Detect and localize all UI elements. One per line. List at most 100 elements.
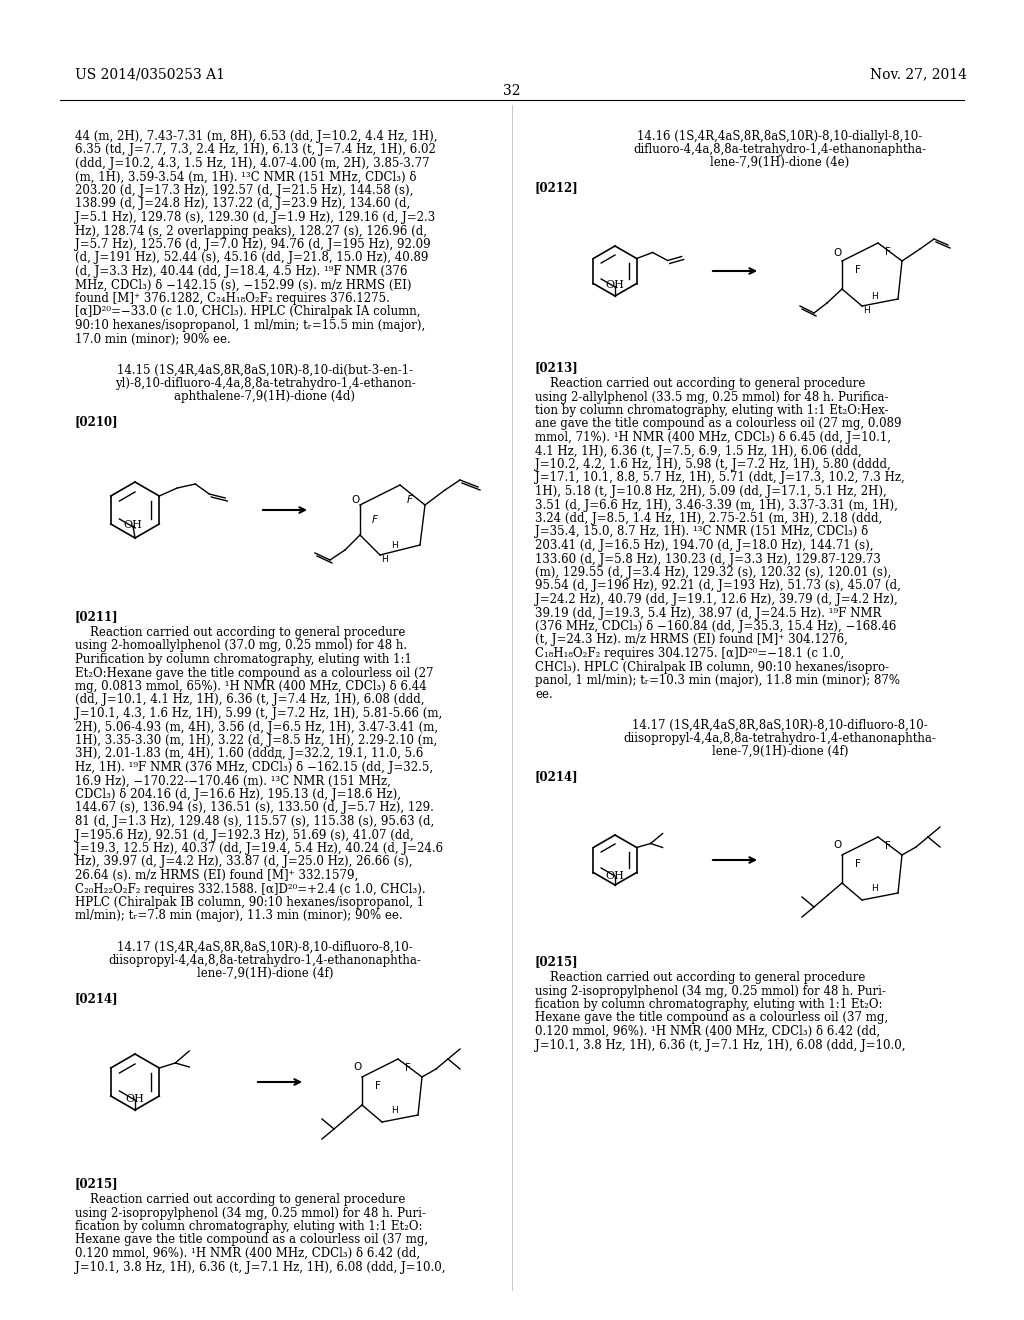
Text: [0212]: [0212] [535, 181, 579, 194]
Text: OH: OH [605, 280, 625, 290]
Text: 1H), 5.18 (t, J=10.8 Hz, 2H), 5.09 (dd, J=17.1, 5.1 Hz, 2H),: 1H), 5.18 (t, J=10.8 Hz, 2H), 5.09 (dd, … [535, 484, 887, 498]
Text: Hz), 39.97 (d, J=4.2 Hz), 33.87 (d, J=25.0 Hz), 26.66 (s),: Hz), 39.97 (d, J=4.2 Hz), 33.87 (d, J=25… [75, 855, 413, 869]
Text: (dd, J=10.1, 4.1 Hz, 1H), 6.36 (t, J=7.4 Hz, 1H), 6.08 (ddd,: (dd, J=10.1, 4.1 Hz, 1H), 6.36 (t, J=7.4… [75, 693, 425, 706]
Text: Reaction carried out according to general procedure: Reaction carried out according to genera… [535, 972, 865, 983]
Text: 90:10 hexanes/isopropanol, 1 ml/min; tᵣ=15.5 min (major),: 90:10 hexanes/isopropanol, 1 ml/min; tᵣ=… [75, 319, 425, 333]
Text: 0.120 mmol, 96%). ¹H NMR (400 MHz, CDCl₃) δ 6.42 (dd,: 0.120 mmol, 96%). ¹H NMR (400 MHz, CDCl₃… [75, 1247, 420, 1261]
Text: [0215]: [0215] [535, 954, 579, 968]
Text: 44 (m, 2H), 7.43-7.31 (m, 8H), 6.53 (dd, J=10.2, 4.4 Hz, 1H),: 44 (m, 2H), 7.43-7.31 (m, 8H), 6.53 (dd,… [75, 129, 437, 143]
Text: F: F [855, 265, 861, 275]
Text: (ddd, J=10.2, 4.3, 1.5 Hz, 1H), 4.07-4.00 (m, 2H), 3.85-3.77: (ddd, J=10.2, 4.3, 1.5 Hz, 1H), 4.07-4.0… [75, 157, 430, 170]
Text: J=10.2, 4.2, 1.6 Hz, 1H), 5.98 (t, J=7.2 Hz, 1H), 5.80 (dddd,: J=10.2, 4.2, 1.6 Hz, 1H), 5.98 (t, J=7.2… [535, 458, 891, 471]
Text: using 2-homoallylphenol (37.0 mg, 0.25 mmol) for 48 h.: using 2-homoallylphenol (37.0 mg, 0.25 m… [75, 639, 408, 652]
Text: F: F [375, 1081, 381, 1092]
Text: (d, J=191 Hz), 52.44 (s), 45.16 (dd, J=21.8, 15.0 Hz), 40.89: (d, J=191 Hz), 52.44 (s), 45.16 (dd, J=2… [75, 252, 428, 264]
Text: F: F [885, 841, 891, 851]
Text: OH: OH [124, 520, 142, 531]
Text: J=19.3, 12.5 Hz), 40.37 (dd, J=19.4, 5.4 Hz), 40.24 (d, J=24.6: J=19.3, 12.5 Hz), 40.37 (dd, J=19.4, 5.4… [75, 842, 443, 855]
Text: 3.51 (d, J=6.6 Hz, 1H), 3.46-3.39 (m, 1H), 3.37-3.31 (m, 1H),: 3.51 (d, J=6.6 Hz, 1H), 3.46-3.39 (m, 1H… [535, 499, 898, 511]
Text: 16.9 Hz), −170.22-−170.46 (m). ¹³C NMR (151 MHz,: 16.9 Hz), −170.22-−170.46 (m). ¹³C NMR (… [75, 775, 391, 788]
Text: Reaction carried out according to general procedure: Reaction carried out according to genera… [535, 378, 865, 389]
Text: Hz), 128.74 (s, 2 overlapping peaks), 128.27 (s), 126.96 (d,: Hz), 128.74 (s, 2 overlapping peaks), 12… [75, 224, 427, 238]
Text: H: H [870, 884, 878, 894]
Text: 1H), 3.35-3.30 (m, 1H), 3.22 (d, J=8.5 Hz, 1H), 2.29-2.10 (m,: 1H), 3.35-3.30 (m, 1H), 3.22 (d, J=8.5 H… [75, 734, 437, 747]
Text: J=5.1 Hz), 129.78 (s), 129.30 (d, J=1.9 Hz), 129.16 (d, J=2.3: J=5.1 Hz), 129.78 (s), 129.30 (d, J=1.9 … [75, 211, 435, 224]
Text: F: F [407, 495, 413, 506]
Text: Reaction carried out according to general procedure: Reaction carried out according to genera… [75, 1193, 406, 1206]
Text: (376 MHz, CDCl₃) δ −160.84 (dd, J=35.3, 15.4 Hz), −168.46: (376 MHz, CDCl₃) δ −160.84 (dd, J=35.3, … [535, 620, 896, 634]
Text: J=17.1, 10.1, 8.8, 5.7 Hz, 1H), 5.71 (ddt, J=17.3, 10.2, 7.3 Hz,: J=17.1, 10.1, 8.8, 5.7 Hz, 1H), 5.71 (dd… [535, 471, 905, 484]
Text: lene-7,9(1H)-dione (4e): lene-7,9(1H)-dione (4e) [711, 156, 850, 169]
Text: F: F [372, 515, 378, 525]
Text: J=35.4, 15.0, 8.7 Hz, 1H). ¹³C NMR (151 MHz, CDCl₃) δ: J=35.4, 15.0, 8.7 Hz, 1H). ¹³C NMR (151 … [535, 525, 868, 539]
Text: Hexane gave the title compound as a colourless oil (37 mg,: Hexane gave the title compound as a colo… [75, 1233, 428, 1246]
Text: H: H [382, 556, 388, 565]
Text: 14.17 (1S,4R,4aS,8R,8aS,10R)-8,10-difluoro-8,10-: 14.17 (1S,4R,4aS,8R,8aS,10R)-8,10-difluo… [632, 719, 928, 733]
Text: 203.41 (d, J=16.5 Hz), 194.70 (d, J=18.0 Hz), 144.71 (s),: 203.41 (d, J=16.5 Hz), 194.70 (d, J=18.0… [535, 539, 873, 552]
Text: panol, 1 ml/min); tᵣ=10.3 min (major), 11.8 min (minor); 87%: panol, 1 ml/min); tᵣ=10.3 min (major), 1… [535, 675, 900, 686]
Text: ee.: ee. [535, 688, 553, 701]
Text: diisopropyl-4,4a,8,8a-tetrahydro-1,4-ethanonaphtha-: diisopropyl-4,4a,8,8a-tetrahydro-1,4-eth… [109, 954, 422, 968]
Text: 81 (d, J=1.3 Hz), 129.48 (s), 115.57 (s), 115.38 (s), 95.63 (d,: 81 (d, J=1.3 Hz), 129.48 (s), 115.57 (s)… [75, 814, 434, 828]
Text: tion by column chromatography, eluting with 1:1 Et₂O:Hex-: tion by column chromatography, eluting w… [535, 404, 889, 417]
Text: O: O [351, 495, 359, 506]
Text: (m, 1H), 3.59-3.54 (m, 1H). ¹³C NMR (151 MHz, CDCl₃) δ: (m, 1H), 3.59-3.54 (m, 1H). ¹³C NMR (151… [75, 170, 417, 183]
Text: 14.16 (1S,4R,4aS,8R,8aS,10R)-8,10-diallyl-8,10-: 14.16 (1S,4R,4aS,8R,8aS,10R)-8,10-dially… [637, 129, 923, 143]
Text: 14.15 (1S,4R,4aS,8R,8aS,10R)-8,10-di(but-3-en-1-: 14.15 (1S,4R,4aS,8R,8aS,10R)-8,10-di(but… [117, 364, 413, 378]
Text: [0210]: [0210] [75, 414, 119, 428]
Text: H: H [870, 292, 878, 301]
Text: [0211]: [0211] [75, 610, 119, 623]
Text: found [M]⁺ 376.1282, C₂₄H₁₈O₂F₂ requires 376.1275.: found [M]⁺ 376.1282, C₂₄H₁₈O₂F₂ requires… [75, 292, 390, 305]
Text: [0215]: [0215] [75, 1177, 119, 1191]
Text: H: H [390, 1106, 397, 1115]
Text: 26.64 (s). m/z HRMS (EI) found [M]⁺ 332.1579,: 26.64 (s). m/z HRMS (EI) found [M]⁺ 332.… [75, 869, 358, 882]
Text: F: F [855, 859, 861, 869]
Text: 6.35 (td, J=7.7, 7.3, 2.4 Hz, 1H), 6.13 (t, J=7.4 Hz, 1H), 6.02: 6.35 (td, J=7.7, 7.3, 2.4 Hz, 1H), 6.13 … [75, 144, 436, 157]
Text: Hexane gave the title compound as a colourless oil (37 mg,: Hexane gave the title compound as a colo… [535, 1011, 888, 1024]
Text: (t, J=24.3 Hz). m/z HRMS (EI) found [M]⁺ 304.1276,: (t, J=24.3 Hz). m/z HRMS (EI) found [M]⁺… [535, 634, 848, 647]
Text: using 2-allylphenol (33.5 mg, 0.25 mmol) for 48 h. Purifica-: using 2-allylphenol (33.5 mg, 0.25 mmol)… [535, 391, 889, 404]
Text: MHz, CDCl₃) δ −142.15 (s), −152.99 (s). m/z HRMS (EI): MHz, CDCl₃) δ −142.15 (s), −152.99 (s). … [75, 279, 412, 292]
Text: J=10.1, 3.8 Hz, 1H), 6.36 (t, J=7.1 Hz, 1H), 6.08 (ddd, J=10.0,: J=10.1, 3.8 Hz, 1H), 6.36 (t, J=7.1 Hz, … [75, 1261, 445, 1274]
Text: (m), 129.55 (d, J=3.4 Hz), 129.32 (s), 120.32 (s), 120.01 (s),: (m), 129.55 (d, J=3.4 Hz), 129.32 (s), 1… [535, 566, 891, 579]
Text: HPLC (Chiralpak IB column, 90:10 hexanes/isopropanol, 1: HPLC (Chiralpak IB column, 90:10 hexanes… [75, 896, 424, 909]
Text: [α]D²⁰=−33.0 (c 1.0, CHCl₃). HPLC (Chiralpak IA column,: [α]D²⁰=−33.0 (c 1.0, CHCl₃). HPLC (Chira… [75, 305, 421, 318]
Text: CHCl₃). HPLC (Chiralpak IB column, 90:10 hexanes/isopro-: CHCl₃). HPLC (Chiralpak IB column, 90:10… [535, 660, 889, 673]
Text: C₂₀H₂₂O₂F₂ requires 332.1588. [α]D²⁰=+2.4 (c 1.0, CHCl₃).: C₂₀H₂₂O₂F₂ requires 332.1588. [α]D²⁰=+2.… [75, 883, 426, 895]
Text: J=10.1, 3.8 Hz, 1H), 6.36 (t, J=7.1 Hz, 1H), 6.08 (ddd, J=10.0,: J=10.1, 3.8 Hz, 1H), 6.36 (t, J=7.1 Hz, … [535, 1039, 905, 1052]
Text: aphthalene-7,9(1H)-dione (4d): aphthalene-7,9(1H)-dione (4d) [174, 389, 355, 403]
Text: 32: 32 [503, 84, 521, 98]
Text: using 2-isopropylphenol (34 mg, 0.25 mmol) for 48 h. Puri-: using 2-isopropylphenol (34 mg, 0.25 mmo… [75, 1206, 426, 1220]
Text: [0214]: [0214] [75, 993, 119, 1005]
Text: [0214]: [0214] [535, 770, 579, 783]
Text: O: O [833, 248, 841, 257]
Text: C₁₈H₁₈O₂F₂ requires 304.1275. [α]D²⁰=−18.1 (c 1.0,: C₁₈H₁₈O₂F₂ requires 304.1275. [α]D²⁰=−18… [535, 647, 844, 660]
Text: difluoro-4,4a,8,8a-tetrahydro-1,4-ethanonaphtha-: difluoro-4,4a,8,8a-tetrahydro-1,4-ethano… [634, 143, 927, 156]
Text: lene-7,9(1H)-dione (4f): lene-7,9(1H)-dione (4f) [712, 744, 848, 758]
Text: Hz, 1H). ¹⁹F NMR (376 MHz, CDCl₃) δ −162.15 (dd, J=32.5,: Hz, 1H). ¹⁹F NMR (376 MHz, CDCl₃) δ −162… [75, 762, 433, 774]
Text: mg, 0.0813 mmol, 65%). ¹H NMR (400 MHz, CDCl₃) δ 6.44: mg, 0.0813 mmol, 65%). ¹H NMR (400 MHz, … [75, 680, 427, 693]
Text: J=24.2 Hz), 40.79 (dd, J=19.1, 12.6 Hz), 39.79 (d, J=4.2 Hz),: J=24.2 Hz), 40.79 (dd, J=19.1, 12.6 Hz),… [535, 593, 898, 606]
Text: 144.67 (s), 136.94 (s), 136.51 (s), 133.50 (d, J=5.7 Hz), 129.: 144.67 (s), 136.94 (s), 136.51 (s), 133.… [75, 801, 434, 814]
Text: O: O [833, 840, 841, 850]
Text: F: F [406, 1063, 411, 1073]
Text: J=5.7 Hz), 125.76 (d, J=7.0 Hz), 94.76 (d, J=195 Hz), 92.09: J=5.7 Hz), 125.76 (d, J=7.0 Hz), 94.76 (… [75, 238, 431, 251]
Text: diisopropyl-4,4a,8,8a-tetrahydro-1,4-ethanonaphtha-: diisopropyl-4,4a,8,8a-tetrahydro-1,4-eth… [624, 733, 936, 744]
Text: (d, J=3.3 Hz), 40.44 (dd, J=18.4, 4.5 Hz). ¹⁹F NMR (376: (d, J=3.3 Hz), 40.44 (dd, J=18.4, 4.5 Hz… [75, 265, 408, 279]
Text: fication by column chromatography, eluting with 1:1 Et₂O:: fication by column chromatography, eluti… [75, 1220, 423, 1233]
Text: 3.24 (dd, J=8.5, 1.4 Hz, 1H), 2.75-2.51 (m, 3H), 2.18 (ddd,: 3.24 (dd, J=8.5, 1.4 Hz, 1H), 2.75-2.51 … [535, 512, 883, 525]
Text: using 2-isopropylphenol (34 mg, 0.25 mmol) for 48 h. Puri-: using 2-isopropylphenol (34 mg, 0.25 mmo… [535, 985, 886, 998]
Text: mmol, 71%). ¹H NMR (400 MHz, CDCl₃) δ 6.45 (dd, J=10.1,: mmol, 71%). ¹H NMR (400 MHz, CDCl₃) δ 6.… [535, 432, 891, 444]
Text: 133.60 (d, J=5.8 Hz), 130.23 (d, J=3.3 Hz), 129.87-129.73: 133.60 (d, J=5.8 Hz), 130.23 (d, J=3.3 H… [535, 553, 881, 565]
Text: Nov. 27, 2014: Nov. 27, 2014 [870, 67, 967, 81]
Text: 3H), 2.01-1.83 (m, 4H), 1.60 (dddд, J=32.2, 19.1, 11.0, 5.6: 3H), 2.01-1.83 (m, 4H), 1.60 (dddд, J=32… [75, 747, 423, 760]
Text: Reaction carried out according to general procedure: Reaction carried out according to genera… [75, 626, 406, 639]
Text: 0.120 mmol, 96%). ¹H NMR (400 MHz, CDCl₃) δ 6.42 (dd,: 0.120 mmol, 96%). ¹H NMR (400 MHz, CDCl₃… [535, 1026, 880, 1038]
Text: O: O [353, 1063, 361, 1072]
Text: lene-7,9(1H)-dione (4f): lene-7,9(1H)-dione (4f) [197, 968, 333, 979]
Text: US 2014/0350253 A1: US 2014/0350253 A1 [75, 67, 225, 81]
Text: ane gave the title compound as a colourless oil (27 mg, 0.089: ane gave the title compound as a colourl… [535, 417, 901, 430]
Text: F: F [885, 247, 891, 257]
Text: 95.54 (d, J=196 Hz), 92.21 (d, J=193 Hz), 51.73 (s), 45.07 (d,: 95.54 (d, J=196 Hz), 92.21 (d, J=193 Hz)… [535, 579, 901, 593]
Text: 203.20 (d, J=17.3 Hz), 192.57 (d, J=21.5 Hz), 144.58 (s),: 203.20 (d, J=17.3 Hz), 192.57 (d, J=21.5… [75, 183, 414, 197]
